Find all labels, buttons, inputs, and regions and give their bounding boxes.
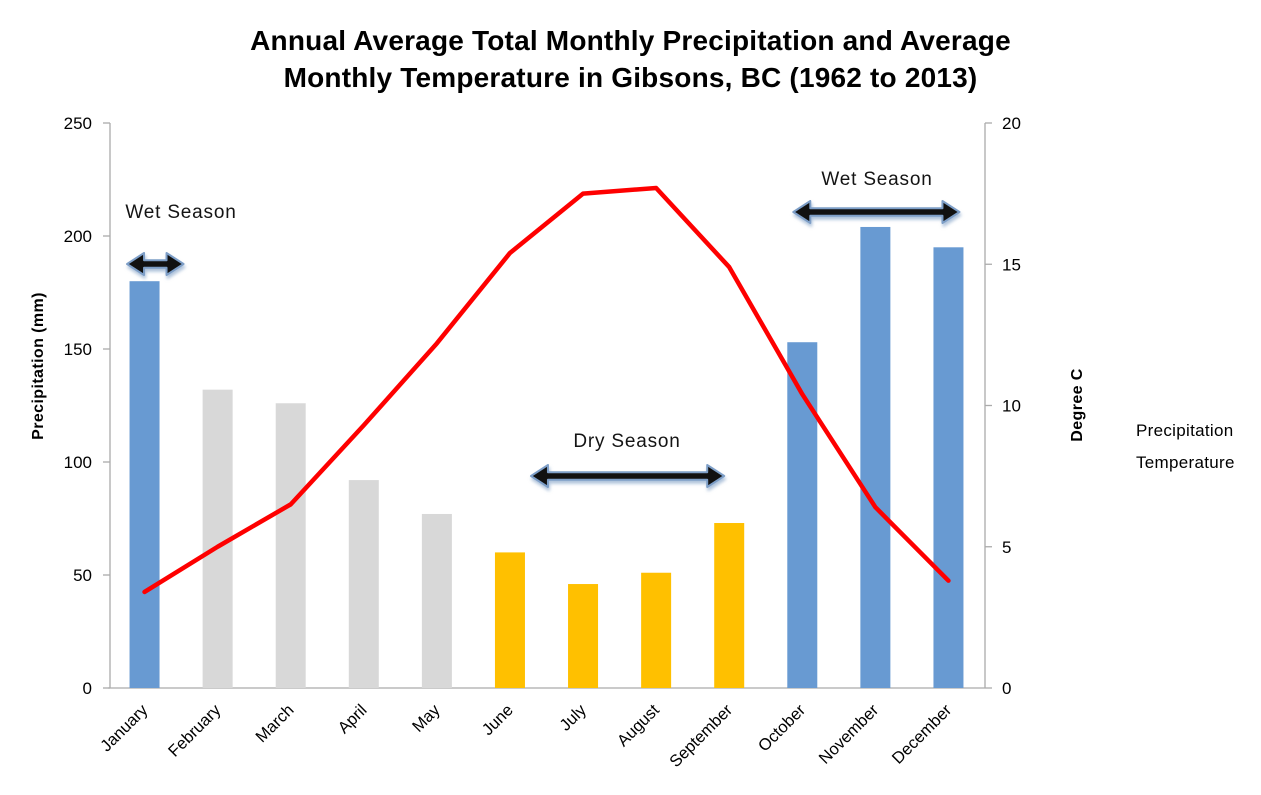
temperature-line-swatch-icon <box>1085 461 1133 465</box>
bar-may <box>421 513 452 688</box>
legend-label-temperature: Temperature <box>1136 453 1235 472</box>
x-axis-label-may: May <box>409 701 444 736</box>
x-axis-label-january: January <box>97 701 152 756</box>
left-axis-tick-label: 50 <box>73 566 92 585</box>
legend-item-temperature: Temperature <box>1085 451 1235 475</box>
temperature-line <box>142 185 951 595</box>
bar-january <box>129 281 160 688</box>
chart-title: Annual Average Total Monthly Precipitati… <box>0 22 1261 96</box>
right-axis-tick-label: 20 <box>1002 114 1021 133</box>
bar-december <box>933 247 964 689</box>
right-axis-tick-label: 5 <box>1002 538 1011 557</box>
right-axis-tick-label: 0 <box>1002 679 1011 698</box>
bar-april <box>348 480 379 688</box>
x-axis-label-september: September <box>666 701 736 771</box>
x-axis-label-june: June <box>479 701 517 739</box>
annotation-wet-season-left: Wet Season <box>125 202 237 223</box>
right-axis-tick-label: 15 <box>1002 255 1021 274</box>
x-axis-label-december: December <box>889 701 956 768</box>
legend-item-precipitation: Precipitation <box>1085 419 1235 443</box>
x-axis-label-august: August <box>614 701 663 750</box>
annotation-wet-season-right: Wet Season <box>821 169 933 190</box>
left-axis-title: Precipitation (mm) <box>30 292 47 440</box>
bar-july <box>568 584 599 688</box>
bar-march <box>275 403 306 688</box>
bar-september <box>714 523 745 688</box>
left-axis-tick-label: 200 <box>64 227 92 246</box>
bar-june <box>494 552 525 688</box>
bar-october <box>787 342 818 688</box>
precipitation-bar-swatch-icon <box>1085 425 1129 437</box>
x-axis-label-october: October <box>755 701 810 756</box>
x-axis-label-april: April <box>335 701 371 737</box>
chart-title-line2: Monthly Temperature in Gibsons, BC (1962… <box>283 62 978 93</box>
bar-august <box>641 572 672 688</box>
x-axis-label-november: November <box>816 701 883 768</box>
legend: Precipitation Temperature <box>1085 419 1235 483</box>
left-axis-tick-label: 250 <box>64 114 92 133</box>
right-axis-tick-label: 10 <box>1002 397 1021 416</box>
x-axis-label-july: July <box>556 701 590 735</box>
dry-season-arrow-icon <box>529 464 726 488</box>
legend-label-precipitation: Precipitation <box>1136 421 1234 440</box>
chart-title-line1: Annual Average Total Monthly Precipitati… <box>250 25 1011 56</box>
wet-season-right-arrow-icon <box>792 200 961 224</box>
x-axis-label-february: February <box>165 701 225 761</box>
x-axis-label-march: March <box>252 701 297 746</box>
left-axis-tick-label: 100 <box>64 453 92 472</box>
wet-season-left-arrow-icon <box>126 252 185 276</box>
left-axis-tick-label: 0 <box>83 679 92 698</box>
left-axis-tick-label: 150 <box>64 340 92 359</box>
annotation-dry-season: Dry Season <box>573 431 681 452</box>
bar-november <box>860 226 891 688</box>
